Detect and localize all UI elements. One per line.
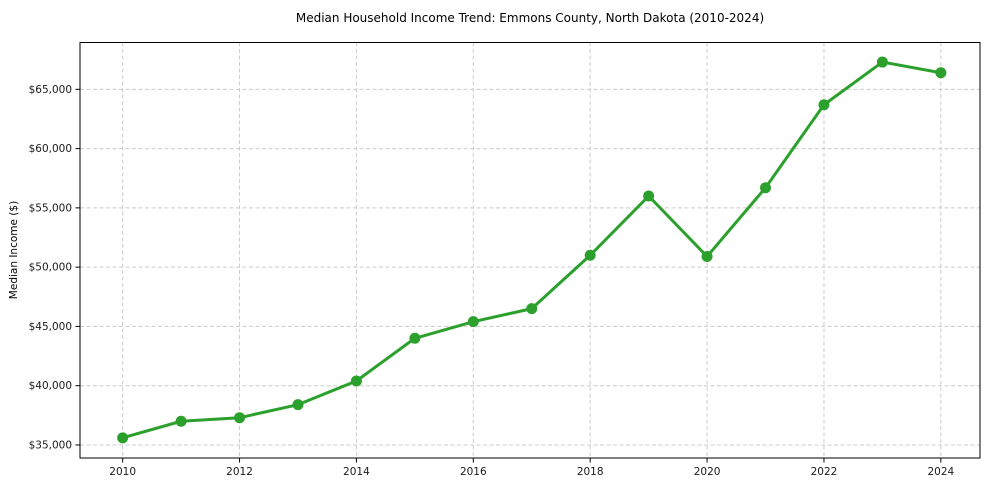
x-tick-label-2014: 2014 [343,466,370,478]
data-point-2016 [467,316,479,328]
data-point-2013 [292,399,304,411]
data-point-2012 [234,412,246,424]
y-tick-label-50000: $50,000 [29,262,72,274]
x-tick-label-2020: 2020 [694,466,721,478]
data-point-2023 [876,56,888,68]
data-point-2011 [175,415,187,427]
data-point-2018 [584,249,596,261]
y-tick-label-65000: $65,000 [29,84,72,96]
y-tick-label-45000: $45,000 [29,321,72,333]
data-point-2024 [935,67,947,79]
data-point-2010 [117,432,129,444]
data-point-2014 [350,375,362,387]
x-tick-label-2022: 2022 [811,466,838,478]
trend-line [121,60,943,440]
data-point-2017 [526,303,538,315]
y-tick-label-55000: $55,000 [29,202,72,214]
y-tick-label-40000: $40,000 [29,380,72,392]
chart-title: Median Household Income Trend: Emmons Co… [295,11,765,25]
x-tick-label-2016: 2016 [460,466,487,478]
data-point-2021 [760,182,772,194]
y-tick-label-35000: $35,000 [29,439,72,451]
data-point-2015 [409,332,421,344]
data-point-2020 [701,250,713,262]
x-tick-label-2018: 2018 [577,466,604,478]
y-tick-label-60000: $60,000 [29,143,72,155]
x-tick-label-2012: 2012 [226,466,253,478]
plot-border [79,42,981,459]
data-point-2019 [643,190,655,202]
data-point-2022 [818,99,830,111]
y-axis-label: Median Income ($) [8,200,20,300]
x-tick-label-2024: 2024 [927,466,954,478]
x-tick-label-2010: 2010 [109,466,136,478]
